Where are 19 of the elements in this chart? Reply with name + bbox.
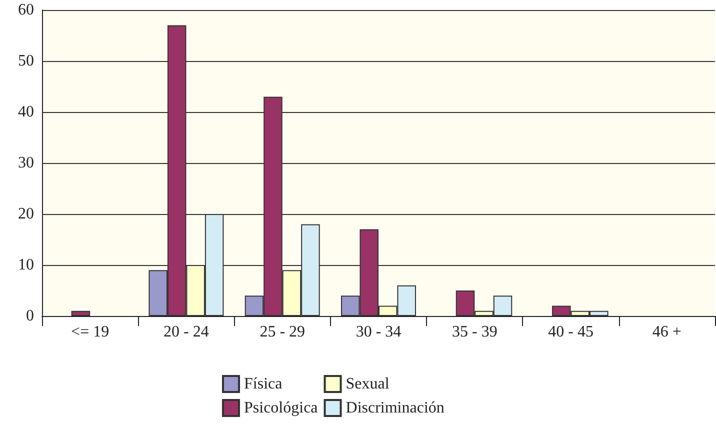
y-tick-label: 60	[18, 2, 34, 18]
y-tick-label: 0	[26, 308, 34, 324]
legend-label: Psicológica	[244, 400, 318, 416]
legend-label: Discriminación	[346, 400, 444, 416]
y-tick-label: 20	[18, 206, 34, 222]
x-tick-label: 40 - 45	[548, 324, 594, 340]
x-tick-label: 35 - 39	[452, 324, 498, 340]
bar	[71, 310, 90, 316]
x-tick-label: 46 +	[652, 324, 682, 340]
x-tick-label: 20 - 24	[164, 324, 209, 340]
y-tick-label: 30	[18, 154, 34, 172]
legend-label: Sexual	[346, 376, 390, 392]
x-tick-label: 25 - 29	[260, 324, 306, 340]
x-tick-label: 30 - 34	[356, 324, 402, 340]
x-tick-label: <= 19	[71, 324, 110, 340]
legend-label: Física	[244, 376, 282, 392]
y-tick-label: 50	[18, 52, 34, 70]
y-tick-label: 10	[18, 256, 34, 274]
y-tick-label: 40	[18, 104, 34, 120]
